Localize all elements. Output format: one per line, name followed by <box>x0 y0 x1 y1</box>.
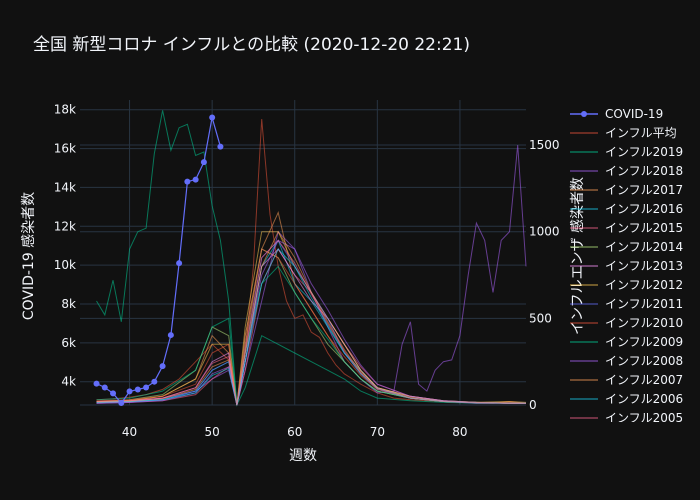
legend-item-label[interactable]: インフル2017 <box>605 183 683 197</box>
legend-item-label[interactable]: インフル2011 <box>605 297 683 311</box>
y-tick-label: 14k <box>54 180 76 194</box>
data-point-covid19[interactable] <box>110 390 117 397</box>
y2-tick-label: 1000 <box>529 225 560 239</box>
legend-item-label[interactable]: インフル2016 <box>605 202 683 216</box>
y-tick-label: 4k <box>61 375 76 389</box>
x-tick-label: 60 <box>287 425 302 439</box>
y2-tick-label: 500 <box>529 311 552 325</box>
y-tick-label: 12k <box>54 219 76 233</box>
y-tick-label: 18k <box>54 103 76 117</box>
grid <box>80 100 526 406</box>
data-point-covid19[interactable] <box>209 114 216 121</box>
series-line-covid19[interactable] <box>96 117 221 405</box>
data-point-covid19[interactable] <box>151 378 158 385</box>
y2-tick-label: 0 <box>529 398 537 412</box>
x-tick-label: 40 <box>122 425 137 439</box>
data-point-covid19[interactable] <box>217 143 224 150</box>
legend-item-label[interactable]: インフル2012 <box>605 278 683 292</box>
legend-item-label[interactable]: インフル2019 <box>605 145 683 159</box>
legend-item-label[interactable]: インフル2014 <box>605 240 683 254</box>
legend-item-label[interactable]: インフル2009 <box>605 335 683 349</box>
data-point-covid19[interactable] <box>126 388 133 395</box>
legend-item-label[interactable]: インフル2013 <box>605 259 683 273</box>
data-point-covid19[interactable] <box>176 260 183 267</box>
axis-ticks: 40 50 60 70 80 4k 6k 8k 10k 12k 14k 16k 18k 0 500 1000 1… <box>54 103 560 439</box>
legend-marker[interactable] <box>581 111 587 117</box>
series-line-flu-2005[interactable] <box>96 239 527 406</box>
series-line-flu-2009[interactable] <box>96 265 527 406</box>
legend-item-label[interactable]: インフル2018 <box>605 164 683 178</box>
legend-item-label[interactable]: インフル2015 <box>605 221 683 235</box>
legend-item-label[interactable]: インフル2005 <box>605 411 683 425</box>
data-point-covid19[interactable] <box>134 386 141 393</box>
y-tick-label: 16k <box>54 142 76 156</box>
x-tick-label: 50 <box>205 425 220 439</box>
legend-item-label[interactable]: COVID-19 <box>605 107 663 121</box>
data-point-covid19[interactable] <box>101 384 108 391</box>
series-line-flu-avg[interactable] <box>96 119 527 406</box>
data-point-covid19[interactable] <box>192 176 199 183</box>
data-point-covid19[interactable] <box>200 159 207 166</box>
x-axis-title: 週数 <box>289 448 317 464</box>
x-tick-label: 70 <box>370 425 385 439</box>
y-tick-label: 6k <box>61 336 76 350</box>
data-point-covid19[interactable] <box>167 332 174 339</box>
y-axis-title: COVID-19 感染者数 <box>20 192 37 320</box>
legend-item-label[interactable]: インフル2006 <box>605 392 683 406</box>
y-tick-label: 8k <box>61 297 76 311</box>
series-line-flu-2019[interactable] <box>96 110 527 407</box>
legend-item-label[interactable]: インフル平均 <box>605 126 677 140</box>
data-point-covid19[interactable] <box>143 384 150 391</box>
y-tick-label: 10k <box>54 258 76 272</box>
x-tick-label: 80 <box>452 425 467 439</box>
plot-area <box>93 110 527 407</box>
data-point-covid19[interactable] <box>118 400 125 407</box>
y2-tick-label: 1500 <box>529 138 560 152</box>
legend-item-label[interactable]: インフル2008 <box>605 354 683 368</box>
legend-item-label[interactable]: インフル2007 <box>605 373 683 387</box>
chart-title: 全国 新型コロナ インフルとの比較 (2020-12-20 22:21) <box>33 35 470 55</box>
data-point-covid19[interactable] <box>184 178 191 185</box>
data-point-covid19[interactable] <box>159 363 166 370</box>
data-point-covid19[interactable] <box>93 380 100 387</box>
legend-item-label[interactable]: インフル2010 <box>605 316 683 330</box>
y2-axis-title: インフルエンザ 感染者数 <box>569 177 586 335</box>
